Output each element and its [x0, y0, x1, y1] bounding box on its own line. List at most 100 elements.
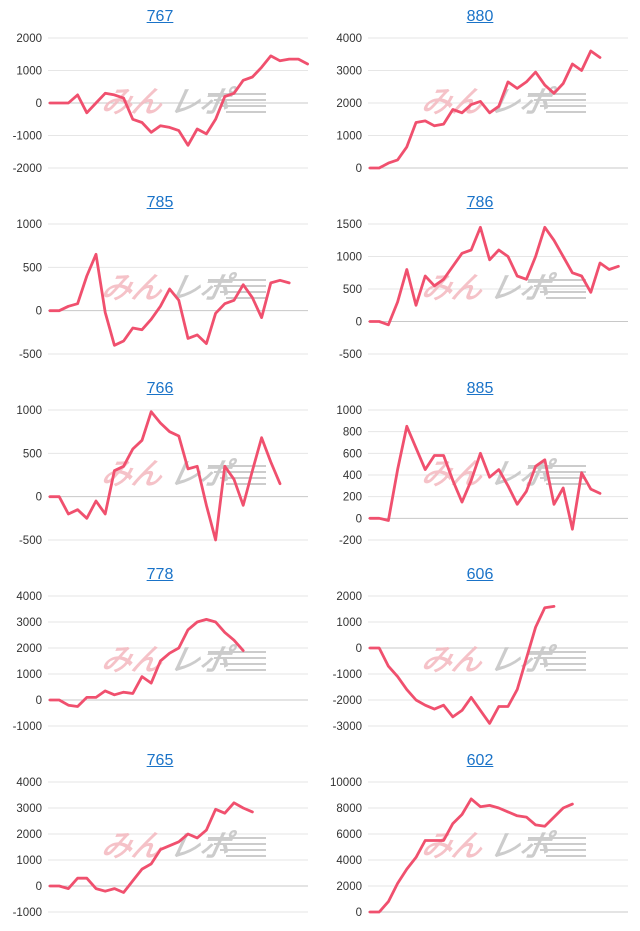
series-line	[368, 225, 620, 327]
y-tick-label: 2000	[336, 881, 362, 893]
y-tick-label: -2000	[333, 695, 362, 707]
y-tick-label: 0	[356, 513, 362, 525]
y-tick-label: 0	[36, 306, 42, 318]
chart-title-link[interactable]: 767	[146, 8, 174, 25]
y-tick-label: 0	[36, 98, 42, 110]
y-tick-label: 0	[356, 643, 362, 655]
y-tick-label: 0	[36, 881, 42, 893]
svg-text:レポ: レポ	[167, 271, 239, 306]
y-tick-label: 500	[23, 448, 42, 460]
y-tick-label: 0	[36, 695, 42, 707]
y-tick-label: 1000	[16, 405, 42, 417]
y-tick-label: -1000	[13, 721, 42, 733]
y-tick-label: 2000	[336, 591, 362, 603]
y-tick-label: 0	[356, 317, 362, 329]
y-tick-label: 1000	[16, 219, 42, 231]
y-tick-label: 0	[356, 163, 362, 175]
series-line	[368, 797, 574, 914]
y-tick-label: 800	[343, 427, 362, 439]
series-line	[368, 424, 602, 531]
svg-text:みん: みん	[419, 643, 488, 678]
y-tick-label: 8000	[336, 803, 362, 815]
y-tick-label: 4000	[16, 591, 42, 603]
svg-text:みん: みん	[419, 271, 488, 306]
series-line	[368, 605, 556, 725]
y-tick-label: 4000	[16, 777, 42, 789]
y-tick-label: -1000	[13, 907, 42, 919]
chart-title-link[interactable]: 880	[466, 8, 494, 25]
chart-svg: 1000 500 0 -500 みん レポ	[16, 405, 308, 547]
chart-title-link[interactable]: 606	[466, 566, 494, 583]
y-tick-label: 2000	[16, 829, 42, 841]
chart-svg: 4000 3000 2000 1000 0 みん レポ	[336, 33, 628, 175]
y-tick-label: 200	[343, 492, 362, 504]
y-tick-label: 500	[343, 284, 362, 296]
svg-text:みん: みん	[419, 829, 488, 864]
y-tick-label: -2000	[13, 163, 42, 175]
svg-text:レポ: レポ	[487, 85, 559, 120]
chart-panel-766: 1000 500 0 -500 みん レポ 766	[0, 372, 320, 558]
chart-title-link[interactable]: 786	[466, 194, 494, 211]
chart-title-link[interactable]: 766	[146, 380, 174, 397]
chart-svg: 2000 1000 0 -1000 -2000 -3000 みん レポ	[333, 591, 628, 733]
y-tick-label: 1000	[336, 405, 362, 417]
watermark-logo: みん レポ	[99, 85, 266, 120]
y-tick-label: 2000	[336, 98, 362, 110]
y-tick-label: -500	[339, 349, 362, 361]
y-tick-label: 1000	[16, 855, 42, 867]
y-tick-label: -500	[19, 349, 42, 361]
chart-panel-880: 4000 3000 2000 1000 0 みん レポ 880	[320, 0, 640, 186]
y-tick-label: 1500	[336, 219, 362, 231]
y-tick-label: -200	[339, 535, 362, 547]
series-line	[48, 252, 291, 347]
watermark-logo: みん レポ	[419, 829, 586, 864]
series-line	[48, 410, 282, 542]
watermark-logo: みん レポ	[99, 457, 266, 492]
svg-text:みん: みん	[99, 271, 168, 306]
y-tick-label: 0	[356, 907, 362, 919]
chart-title-link[interactable]: 885	[466, 380, 494, 397]
y-tick-label: -3000	[333, 721, 362, 733]
chart-title-link[interactable]: 778	[146, 566, 174, 583]
svg-text:みん: みん	[99, 457, 168, 492]
y-tick-label: -1000	[333, 669, 362, 681]
chart-svg: 10000 8000 6000 4000 2000 0 みん レポ	[330, 777, 628, 919]
chart-panel-606: 2000 1000 0 -1000 -2000 -3000 みん レポ 606	[320, 558, 640, 744]
chart-svg: 1000 500 0 -500 みん レポ	[16, 219, 308, 361]
watermark-logo: みん レポ	[419, 85, 586, 120]
chart-panel-785: 1000 500 0 -500 みん レポ 785	[0, 186, 320, 372]
chart-panel-778: 4000 3000 2000 1000 0 -1000 みん レポ 778	[0, 558, 320, 744]
y-tick-label: 3000	[16, 803, 42, 815]
y-tick-label: 2000	[16, 33, 42, 45]
y-tick-label: 500	[23, 262, 42, 274]
watermark-logo: みん レポ	[419, 643, 586, 678]
series-line	[48, 54, 309, 147]
svg-text:レポ: レポ	[167, 85, 239, 120]
y-tick-label: -500	[19, 535, 42, 547]
y-tick-label: 4000	[336, 33, 362, 45]
svg-text:みん: みん	[99, 85, 168, 120]
y-tick-label: 1000	[16, 669, 42, 681]
y-tick-label: 1000	[336, 617, 362, 629]
chart-panel-765: 4000 3000 2000 1000 0 -1000 みん レポ 765	[0, 744, 320, 930]
y-tick-label: 0	[36, 492, 42, 504]
watermark-logo: みん レポ	[419, 271, 586, 306]
svg-text:レポ: レポ	[487, 829, 559, 864]
chart-title-link[interactable]: 785	[146, 194, 174, 211]
chart-panel-767: 2000 1000 0 -1000 -2000 みん レポ 767	[0, 0, 320, 186]
svg-text:みん: みん	[99, 643, 168, 678]
y-tick-label: 1000	[336, 131, 362, 143]
svg-text:みん: みん	[99, 829, 168, 864]
y-tick-label: 600	[343, 448, 362, 460]
chart-panel-885: 1000 800 600 400 200 0 -200 みん レポ 885	[320, 372, 640, 558]
y-tick-label: -1000	[13, 131, 42, 143]
chart-title-link[interactable]: 765	[146, 752, 174, 769]
y-tick-label: 2000	[16, 643, 42, 655]
series-line	[48, 618, 245, 708]
chart-title-link[interactable]: 602	[466, 752, 494, 769]
series-line	[48, 801, 254, 894]
